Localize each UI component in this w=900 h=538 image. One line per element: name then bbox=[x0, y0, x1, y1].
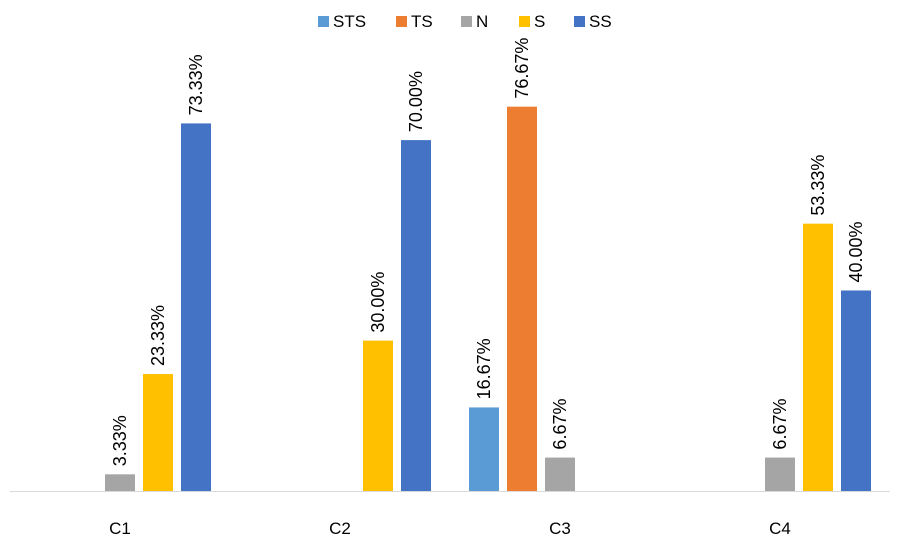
data-label-c4-s: 53.33% bbox=[808, 155, 828, 216]
bar-c4-n bbox=[765, 457, 795, 491]
bar-c2-s bbox=[363, 340, 393, 491]
bar-c1-n bbox=[105, 474, 135, 491]
data-label-c4-ss: 40.00% bbox=[846, 221, 866, 282]
bar-c1-s bbox=[143, 374, 173, 491]
legend-label-ts: TS bbox=[411, 12, 433, 31]
bars bbox=[105, 106, 871, 492]
bar-c3-sts bbox=[469, 407, 499, 491]
x-tick-label-c3: C3 bbox=[549, 519, 571, 538]
data-labels: 3.33% 23.33% 73.33% 30.00% 70.00% 16.67% 76.67… bbox=[110, 38, 866, 467]
legend-swatch-n bbox=[461, 16, 472, 27]
data-label-c1-n: 3.33% bbox=[110, 415, 130, 466]
x-tick-label-c4: C4 bbox=[769, 519, 791, 538]
data-label-c3-n: 6.67% bbox=[550, 399, 570, 450]
legend-label-sts: STS bbox=[333, 12, 366, 31]
data-label-c2-s: 30.00% bbox=[368, 272, 388, 333]
legend-swatch-ss bbox=[574, 16, 585, 27]
x-tick-labels: C1 C2 C3 C4 bbox=[109, 519, 791, 538]
data-label-c2-ss: 70.00% bbox=[406, 71, 426, 132]
data-label-c1-ss: 73.33% bbox=[186, 54, 206, 115]
legend-swatch-s bbox=[519, 16, 530, 27]
legend-label-ss: SS bbox=[589, 12, 612, 31]
legend-label-s: S bbox=[534, 12, 545, 31]
data-label-c1-s: 23.33% bbox=[148, 305, 168, 366]
bar-c2-ss bbox=[401, 140, 431, 491]
legend: STS TS N S SS bbox=[318, 12, 612, 31]
data-label-c4-n: 6.67% bbox=[770, 399, 790, 450]
x-tick-label-c2: C2 bbox=[329, 519, 351, 538]
legend-swatch-sts bbox=[318, 16, 329, 27]
bar-c3-n bbox=[545, 457, 575, 491]
legend-swatch-ts bbox=[396, 16, 407, 27]
legend-label-n: N bbox=[476, 12, 488, 31]
data-label-c3-sts: 16.67% bbox=[474, 338, 494, 399]
bar-c4-ss bbox=[841, 290, 871, 491]
data-label-c3-ts: 76.67% bbox=[512, 38, 532, 99]
bar-c3-ts bbox=[507, 106, 537, 491]
bar-c1-ss bbox=[181, 123, 211, 491]
x-tick-label-c1: C1 bbox=[109, 519, 131, 538]
bar-c4-s bbox=[803, 223, 833, 492]
